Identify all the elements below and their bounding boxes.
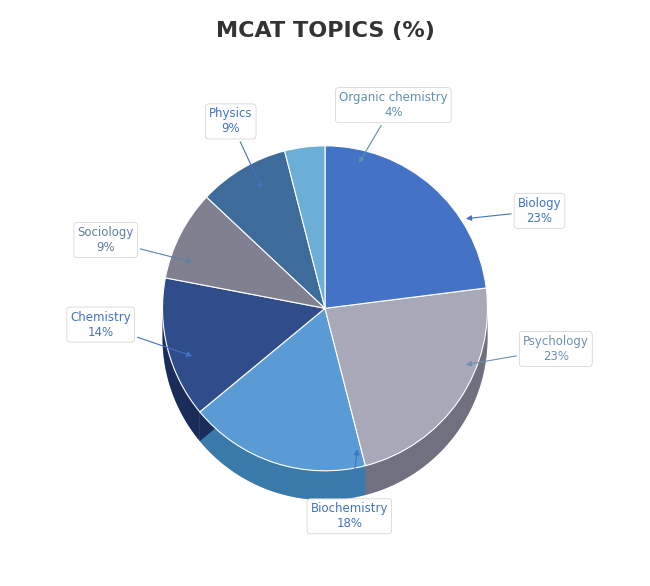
Wedge shape (325, 288, 488, 466)
Text: Physics
9%: Physics 9% (209, 107, 262, 188)
Polygon shape (162, 308, 488, 500)
Text: Chemistry
14%: Chemistry 14% (70, 311, 191, 356)
Polygon shape (325, 308, 365, 495)
Text: Biology
23%: Biology 23% (467, 197, 562, 225)
Wedge shape (165, 197, 325, 308)
Polygon shape (162, 306, 200, 441)
Wedge shape (162, 278, 325, 412)
Text: Sociology
9%: Sociology 9% (77, 226, 191, 263)
Text: Biochemistry
18%: Biochemistry 18% (311, 451, 388, 530)
Polygon shape (200, 308, 325, 441)
Polygon shape (200, 308, 325, 441)
Polygon shape (365, 308, 488, 495)
Polygon shape (200, 412, 365, 500)
Text: MCAT TOPICS (%): MCAT TOPICS (%) (216, 21, 434, 40)
Wedge shape (285, 146, 325, 308)
Wedge shape (207, 151, 325, 308)
Text: Psychology
23%: Psychology 23% (467, 335, 589, 366)
Polygon shape (325, 308, 365, 495)
Text: Organic chemistry
4%: Organic chemistry 4% (339, 91, 448, 162)
Wedge shape (325, 146, 486, 308)
Wedge shape (200, 308, 365, 471)
